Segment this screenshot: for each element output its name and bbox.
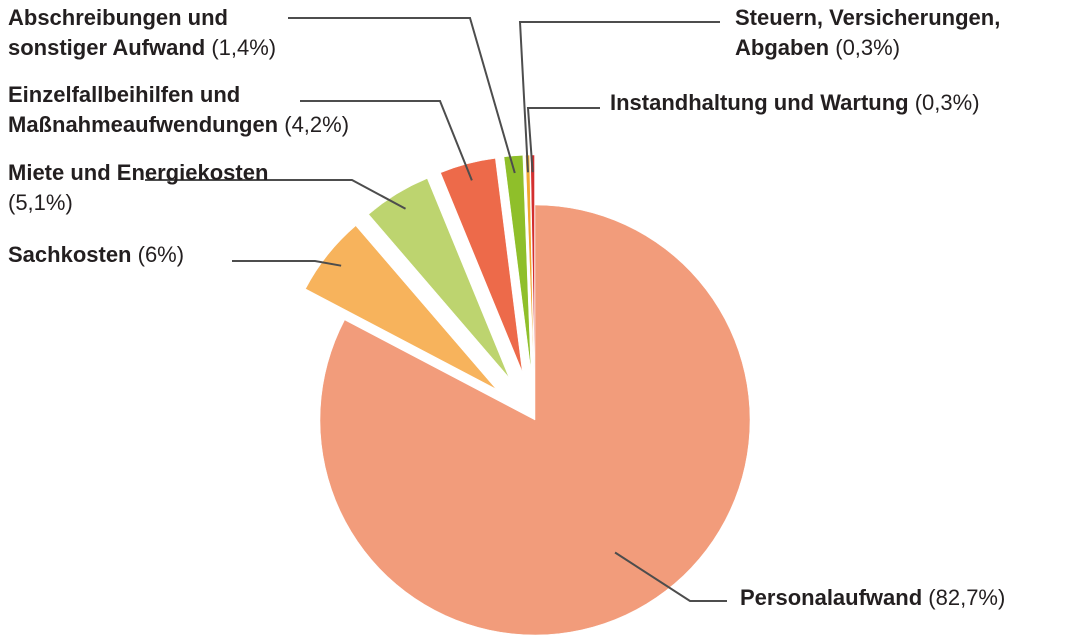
leader-line	[518, 21, 720, 173]
value-label: (0,3%)	[835, 35, 901, 60]
category-name: Personalaufwand	[740, 585, 923, 610]
value-label: (1,4%)	[211, 35, 277, 60]
category-name: Miete und Energiekosten	[8, 160, 269, 185]
category-name: Steuern, Versicherungen, Abgaben	[735, 5, 1001, 60]
value-label: (0,3%)	[914, 90, 980, 115]
slice-label: Steuern, Versicherungen, Abgaben (0,3%)	[735, 3, 1065, 63]
leader-line	[526, 107, 600, 173]
category-name: Sachkosten	[8, 242, 132, 267]
leader-line	[300, 100, 473, 181]
pie-slice	[440, 158, 523, 372]
pie-slice	[305, 225, 497, 390]
slice-label: Sachkosten (6%)	[8, 240, 238, 270]
value-label: (82,7%)	[928, 585, 1006, 610]
category-name: Einzelfallbeihilfen und Maßnahmeaufwendu…	[8, 82, 279, 137]
value-label: (4,2%)	[284, 112, 350, 137]
leader-line	[288, 17, 516, 174]
slice-label: Personalaufwand (82,7%)	[740, 583, 1060, 613]
leader-line	[232, 260, 342, 267]
category-name: Instandhaltung und Wartung	[610, 90, 909, 115]
category-name: Abschreibungen und sonstiger Aufwand	[8, 5, 228, 60]
slice-label: Miete und Energiekosten (5,1%)	[8, 158, 283, 218]
slice-label: Einzelfallbeihilfen und Maßnahmeaufwendu…	[8, 80, 428, 140]
value-label: (5,1%)	[8, 190, 73, 215]
slice-label: Instandhaltung und Wartung (0,3%)	[610, 88, 1065, 118]
leader-line	[145, 179, 406, 210]
leader-line	[614, 551, 727, 602]
pie-slice	[368, 178, 510, 378]
slice-label: Abschreibungen und sonstiger Aufwand (1,…	[8, 3, 328, 63]
pie-slice	[503, 155, 532, 371]
value-label: (6%)	[137, 242, 185, 267]
pie-slice	[319, 204, 751, 636]
